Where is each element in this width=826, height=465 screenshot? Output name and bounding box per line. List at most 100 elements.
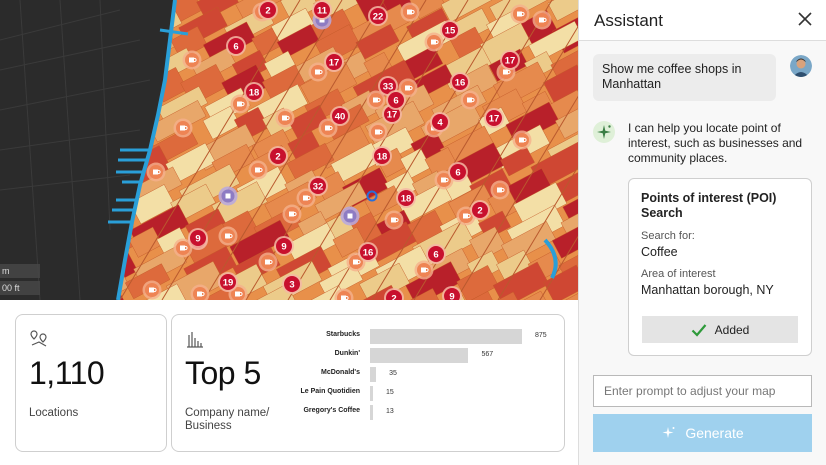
coffee-icon[interactable] — [173, 238, 193, 258]
generate-button[interactable]: Generate — [593, 414, 812, 452]
coffee-icon[interactable] — [424, 32, 444, 52]
coffee-icon[interactable] — [398, 78, 418, 98]
cluster-badge[interactable]: 2 — [258, 0, 278, 20]
coffee-icon[interactable] — [318, 118, 338, 138]
bar-label: Dunkin' — [334, 350, 360, 357]
svg-text:17: 17 — [489, 114, 500, 125]
coffee-icon[interactable] — [512, 130, 532, 150]
close-icon[interactable] — [796, 10, 814, 28]
locations-label: Locations — [29, 407, 79, 419]
location-dot-icon[interactable] — [340, 206, 360, 226]
cluster-badge[interactable]: 6 — [386, 90, 406, 110]
user-message: Show me coffee shops in Manhattan — [593, 54, 776, 101]
coffee-icon[interactable] — [173, 118, 193, 138]
shop-icon[interactable] — [218, 186, 238, 206]
cluster-badge[interactable]: 2 — [384, 288, 404, 300]
coffee-icon[interactable] — [460, 90, 480, 110]
svg-text:9: 9 — [195, 234, 200, 245]
bar-value: 875 — [535, 332, 547, 339]
added-label: Added — [714, 322, 750, 337]
bar-row: Starbucks 875 — [282, 327, 552, 346]
sparkle-icon — [662, 427, 675, 438]
coffee-icon[interactable] — [190, 284, 210, 301]
added-button[interactable]: Added — [642, 316, 798, 343]
coffee-icon[interactable] — [384, 210, 404, 230]
map-view[interactable]: 1122156171716331817640417218632189299166… — [0, 0, 578, 300]
coffee-icon[interactable] — [308, 62, 328, 82]
cluster-badge[interactable]: 40 — [330, 106, 350, 126]
location-pins-icon — [30, 330, 47, 347]
cluster-badge[interactable]: 6 — [426, 244, 446, 264]
coffee-icon[interactable] — [230, 94, 250, 114]
coffee-icon[interactable] — [142, 280, 162, 300]
coffee-icon[interactable] — [532, 10, 552, 30]
cluster-badge[interactable]: 17 — [500, 50, 520, 70]
bar — [370, 329, 522, 344]
bar-chart-icon — [187, 332, 203, 348]
bar-label: Le Pain Quotidien — [300, 388, 360, 395]
cluster-badge[interactable]: 9 — [274, 236, 294, 256]
selection-ring[interactable] — [366, 190, 378, 202]
svg-text:2: 2 — [391, 294, 396, 301]
coffee-icon[interactable] — [218, 226, 238, 246]
cluster-badge[interactable]: 4 — [430, 112, 450, 132]
coffee-icon[interactable] — [275, 108, 295, 128]
cluster-badge[interactable]: 6 — [226, 36, 246, 56]
cluster-badge[interactable]: 6 — [448, 162, 468, 182]
cluster-badge[interactable]: 17 — [484, 108, 504, 128]
cluster-badge[interactable]: 33 — [378, 76, 398, 96]
cluster-badge[interactable]: 9 — [188, 228, 208, 248]
coffee-icon[interactable] — [400, 2, 420, 22]
svg-text:11: 11 — [317, 6, 328, 17]
coffee-icon[interactable] — [414, 260, 434, 280]
bar-row: Dunkin' 567 — [282, 346, 552, 365]
assistant-panel: Assistant Show me coffee shops in Manhat… — [578, 0, 826, 465]
cluster-badge[interactable]: 17 — [324, 52, 344, 72]
cluster-badge[interactable]: 11 — [312, 0, 332, 20]
coffee-icon[interactable] — [248, 160, 268, 180]
bar-value: 15 — [386, 389, 394, 396]
coffee-icon[interactable] — [368, 122, 388, 142]
cluster-badge[interactable]: 32 — [308, 176, 328, 196]
coffee-icon[interactable] — [510, 4, 530, 24]
bar-row: Gregory's Coffee 13 — [282, 403, 552, 422]
bar-value: 13 — [386, 408, 394, 415]
cluster-badge[interactable]: 18 — [396, 188, 416, 208]
cluster-badge[interactable]: 2 — [268, 146, 288, 166]
user-avatar — [790, 55, 812, 77]
cluster-badge[interactable]: 9 — [442, 286, 462, 300]
coffee-icon[interactable] — [282, 204, 302, 224]
poi-search-label: Search for: — [641, 230, 695, 242]
cluster-badge[interactable]: 3 — [282, 274, 302, 294]
assistant-title: Assistant — [594, 11, 663, 30]
coffee-icon[interactable] — [456, 206, 476, 226]
svg-text:15: 15 — [445, 26, 456, 37]
svg-text:17: 17 — [329, 58, 340, 69]
coffee-icon[interactable] — [258, 252, 278, 272]
svg-text:16: 16 — [455, 78, 466, 89]
svg-text:6: 6 — [233, 42, 238, 53]
poi-layer[interactable]: 1122156171716331817640417218632189299166… — [142, 0, 552, 301]
map-canvas[interactable]: 1122156171716331817640417218632189299166… — [0, 0, 578, 300]
coffee-icon[interactable] — [334, 288, 354, 301]
cluster-badge[interactable]: 19 — [218, 272, 238, 292]
coffee-icon[interactable] — [490, 180, 510, 200]
coffee-icon[interactable] — [146, 162, 166, 182]
cluster-badge[interactable]: 18 — [244, 82, 264, 102]
svg-text:19: 19 — [223, 278, 234, 289]
coffee-icon[interactable] — [366, 90, 386, 110]
cluster-badge[interactable]: 22 — [368, 6, 388, 26]
cluster-badge[interactable]: 16 — [358, 242, 378, 262]
coffee-icon[interactable] — [296, 188, 316, 208]
poi-area-value: Manhattan borough, NY — [641, 283, 774, 297]
coffee-icon[interactable] — [182, 50, 202, 70]
cluster-badge[interactable]: 18 — [372, 146, 392, 166]
prompt-input[interactable] — [593, 375, 812, 407]
cluster-badge[interactable]: 15 — [440, 20, 460, 40]
cluster-badge[interactable]: 2 — [470, 200, 490, 220]
top-label-line1: Company name/ — [185, 407, 270, 419]
svg-text:3: 3 — [289, 280, 294, 291]
cluster-badge[interactable]: 16 — [450, 72, 470, 92]
generate-label: Generate — [685, 425, 744, 441]
